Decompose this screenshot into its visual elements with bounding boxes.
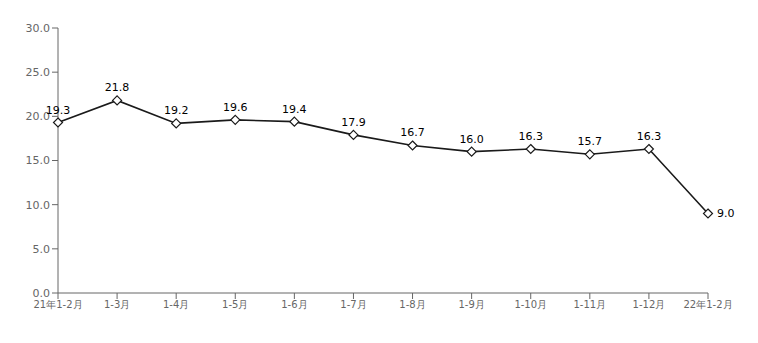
svg-text:5.0: 5.0 (33, 243, 51, 256)
svg-text:30.0: 30.0 (26, 22, 51, 35)
svg-text:1-6月: 1-6月 (281, 299, 307, 310)
svg-text:21.8: 21.8 (105, 81, 130, 94)
svg-text:1-3月: 1-3月 (104, 299, 130, 310)
svg-text:19.3: 19.3 (46, 104, 71, 117)
svg-text:20.0: 20.0 (25, 110, 50, 124)
svg-text:1-7月: 1-7月 (340, 299, 366, 310)
svg-text:25.0: 25.0 (26, 66, 51, 79)
svg-text:10.0: 10.0 (26, 199, 51, 212)
svg-text:19.4: 19.4 (282, 103, 307, 116)
svg-text:16.3: 16.3 (518, 130, 543, 143)
svg-text:19.2: 19.2 (164, 104, 189, 117)
svg-text:19.6: 19.6 (223, 101, 248, 114)
svg-text:16.3: 16.3 (637, 130, 662, 143)
svg-text:1-10月: 1-10月 (514, 299, 547, 310)
svg-text:16.0: 16.0 (459, 133, 484, 146)
svg-text:1-4月: 1-4月 (163, 299, 189, 310)
svg-text:1-5月: 1-5月 (222, 299, 248, 310)
svg-text:0.0: 0.0 (33, 287, 51, 300)
svg-text:1-8月: 1-8月 (399, 299, 425, 310)
svg-text:16.7: 16.7 (400, 126, 425, 139)
svg-text:15.7: 15.7 (578, 135, 603, 148)
svg-text:1-11月: 1-11月 (573, 299, 606, 310)
svg-text:22年1-2月: 22年1-2月 (683, 299, 732, 310)
svg-text:15.0: 15.0 (26, 154, 51, 167)
svg-text:9.0: 9.0 (717, 207, 735, 220)
svg-text:1-9月: 1-9月 (458, 299, 484, 310)
svg-text:21年1-2月: 21年1-2月 (33, 299, 82, 310)
svg-text:17.9: 17.9 (341, 116, 366, 129)
svg-text:1-12月: 1-12月 (633, 299, 666, 310)
